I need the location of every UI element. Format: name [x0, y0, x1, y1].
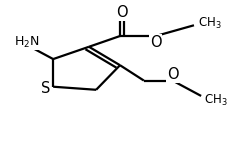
Text: S: S: [41, 81, 50, 96]
Text: CH$_3$: CH$_3$: [198, 15, 221, 31]
Text: H$_2$N: H$_2$N: [14, 35, 40, 50]
Text: CH$_3$: CH$_3$: [204, 93, 227, 108]
Text: O: O: [117, 5, 128, 20]
Text: O: O: [150, 35, 162, 50]
Text: O: O: [167, 67, 178, 82]
